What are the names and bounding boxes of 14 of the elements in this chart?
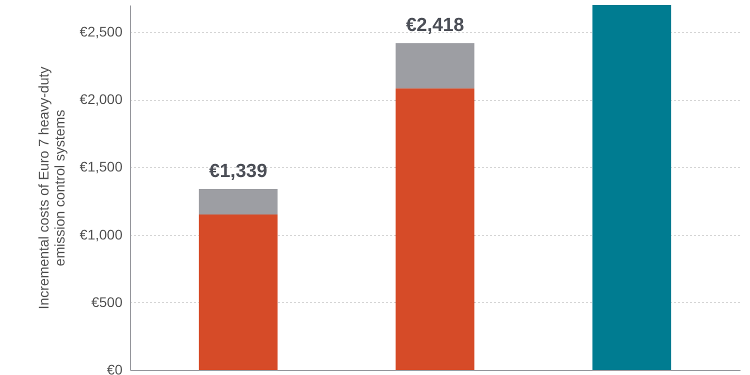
bar <box>198 188 278 215</box>
y-tick-label: €2,500 <box>80 24 123 40</box>
bar <box>592 5 672 370</box>
bar <box>396 88 474 370</box>
y-tick-label: €1,500 <box>80 158 123 175</box>
y-tick-label: €500 <box>91 294 123 310</box>
bar <box>396 43 474 88</box>
y-tick-label: €1,000 <box>80 226 123 242</box>
bar <box>198 214 278 370</box>
y-tick-label: €2,000 <box>80 91 123 108</box>
y-tick-label: €0 <box>106 362 123 375</box>
total-label: €2,418 <box>406 15 464 36</box>
total-label: €1,339 <box>209 160 268 182</box>
y-axis-title: Incremental costs of Euro 7 heavy-duty emission control systems <box>36 66 68 310</box>
